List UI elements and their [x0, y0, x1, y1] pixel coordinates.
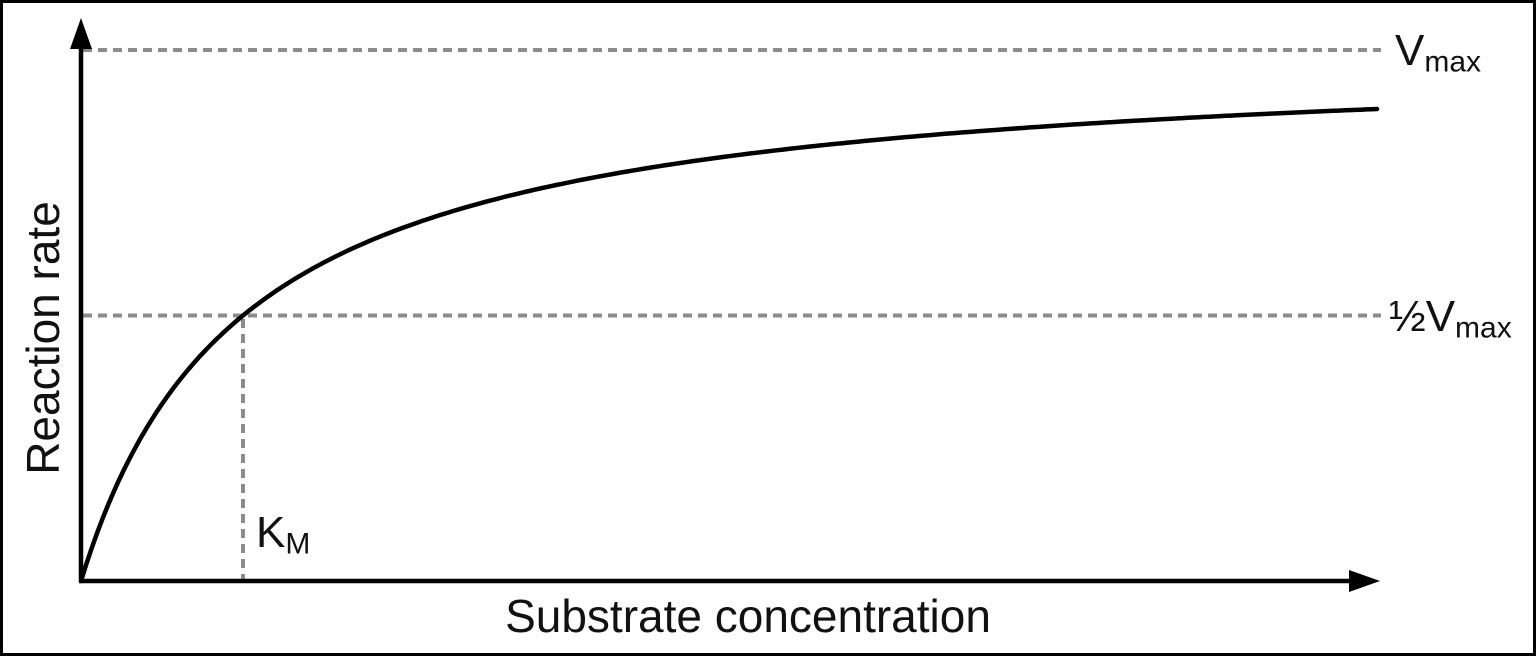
y-axis-arrow-icon: [70, 18, 92, 49]
vmax-label: Vmax: [1395, 29, 1481, 78]
vmax-label-main: V: [1395, 26, 1425, 75]
km-label-main: K: [256, 508, 286, 557]
half-vmax-label-main: ½V: [1389, 292, 1456, 341]
y-axis-label: Reaction rate: [17, 201, 69, 475]
x-axis-arrow-icon: [1349, 570, 1380, 592]
vmax-label-sub: max: [1424, 45, 1482, 79]
km-label: KM: [256, 511, 310, 560]
plot-canvas: [70, 18, 1381, 592]
half-vmax-label: ½Vmax: [1389, 295, 1512, 344]
half-vmax-label-sub: max: [1455, 311, 1512, 345]
x-axis-label: Substrate concentration: [505, 590, 991, 642]
reaction-rate-curve: [78, 106, 1380, 584]
km-label-sub: M: [285, 527, 311, 561]
